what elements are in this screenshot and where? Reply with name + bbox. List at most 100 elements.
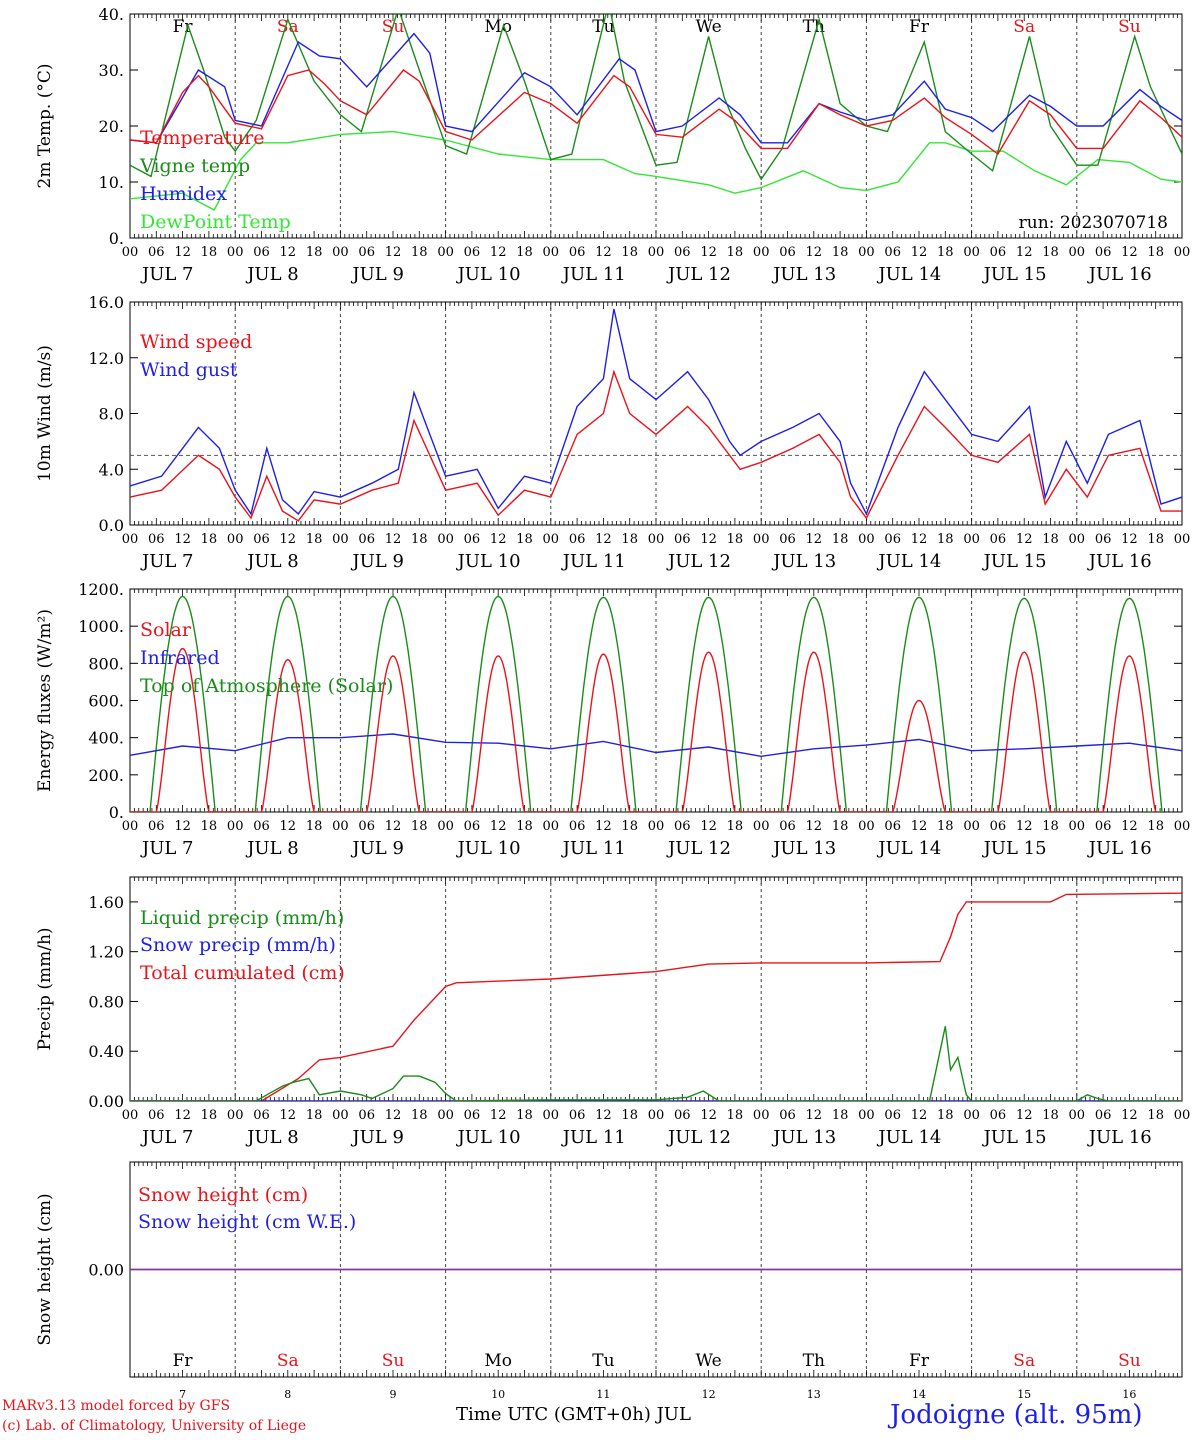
hour-label: 18 [937,819,954,834]
hour-label: 12 [700,245,717,260]
hour-label: 12 [385,819,402,834]
day-number-label: 13 [807,1388,821,1401]
day-of-week-label: We [696,17,722,37]
hour-label: 06 [779,1108,796,1123]
day-number-label: 7 [179,1388,186,1401]
day-of-week-label: Fr [909,1351,930,1371]
hour-label: 12 [1121,245,1138,260]
hour-label: 12 [490,245,507,260]
hour-label: 18 [621,819,638,834]
hour-label: 06 [464,1108,481,1123]
hour-label: 18 [201,1108,218,1123]
hour-label: 18 [411,245,428,260]
legend-label: Liquid precip (mm/h) [140,907,344,929]
hour-label: 06 [358,532,375,547]
hour-label: 18 [201,245,218,260]
y-tick-label: 1000. [78,617,124,636]
hour-label: 18 [1147,532,1164,547]
hour-label: 00 [648,532,665,547]
legend-label: Solar [140,619,192,641]
hour-label: 12 [280,819,297,834]
hour-label: 06 [779,245,796,260]
date-label: JUL 14 [876,551,941,572]
hour-label: 00 [437,819,454,834]
hour-label: 00 [1174,532,1191,547]
date-label: JUL 8 [245,264,299,285]
hour-label: 12 [1121,532,1138,547]
hour-label: 18 [832,1108,849,1123]
hour-label: 12 [806,532,823,547]
date-label: JUL 11 [561,838,626,859]
date-label: JUL 10 [456,551,521,572]
hour-ticks [129,589,1183,812]
series-total-cumulated-cm [130,892,1182,1101]
hour-label: 06 [464,245,481,260]
y-axis-title: Energy fluxes (W/m²) [35,609,55,792]
panel-1: 0. 10. 20. 30. 40. 2m Temp. (°C) 00 06 12 18 JUL 7… [35,5,1190,285]
hour-ticks [129,14,1183,238]
date-label: JUL 12 [666,551,731,572]
hour-label: 18 [306,819,323,834]
hour-label: 06 [253,245,270,260]
hour-label: 18 [937,1108,954,1123]
hour-label: 00 [543,532,560,547]
y-axis-title: 2m Temp. (°C) [35,63,55,188]
hour-label: 00 [1174,1108,1191,1123]
date-label: JUL 7 [140,838,194,859]
hour-label: 12 [806,245,823,260]
date-label: JUL 9 [350,1127,404,1148]
hour-label: 18 [201,532,218,547]
y-tick-label: 400. [88,729,124,748]
hour-label: 12 [385,1108,402,1123]
day-number-label: 8 [284,1388,291,1401]
hour-label: 12 [595,819,612,834]
hour-label: 18 [727,532,744,547]
hour-label: 12 [174,245,191,260]
day-of-week-label: We [696,1351,722,1371]
hour-label: 00 [543,819,560,834]
hour-label: 12 [700,819,717,834]
hour-label: 06 [674,245,691,260]
hour-label: 12 [1016,819,1033,834]
hour-label: 18 [727,819,744,834]
y-tick-label: 4.0 [99,460,124,479]
date-label: JUL 16 [1087,1127,1152,1148]
hour-label: 00 [858,532,875,547]
day-of-week-label: Fr [173,17,194,37]
hour-label: 06 [148,532,165,547]
hour-label: 12 [174,1108,191,1123]
hour-label: 06 [358,245,375,260]
day-number-label: 14 [912,1388,926,1401]
hour-label: 06 [358,1108,375,1123]
footer-model: MARv3.13 model forced by GFS [2,1398,231,1414]
hour-label: 00 [227,532,244,547]
date-label: JUL 8 [245,551,299,572]
hour-label: 06 [1095,245,1112,260]
hour-label: 00 [543,1108,560,1123]
day-of-week-label: Tu [592,1351,614,1371]
hour-label: 00 [753,1108,770,1123]
hour-label: 12 [490,1108,507,1123]
station-name: Jodoigne (alt. 95m) [890,1400,1143,1430]
date-label: JUL 13 [771,1127,836,1148]
date-label: JUL 14 [876,838,941,859]
legend-label: Wind gust [140,359,238,381]
hour-label: 18 [306,245,323,260]
hour-label: 12 [1016,245,1033,260]
legend-label: Infrared [140,647,220,669]
date-label: JUL 14 [876,1127,941,1148]
panel-4: 0.00 0.40 0.80 1.20 1.60 Precip (mm/h) 00 06 12 1… [35,876,1191,1148]
hour-label: 06 [569,532,586,547]
y-tick-label: 40. [99,5,124,24]
series-wind-gust [130,308,1182,516]
hour-label: 18 [621,245,638,260]
hour-label: 00 [227,1108,244,1123]
hour-label: 06 [1095,1108,1112,1123]
hour-label: 12 [174,819,191,834]
day-of-week-label: Mo [484,17,512,37]
hour-label: 06 [569,245,586,260]
hour-label: 00 [963,532,980,547]
date-label: JUL 12 [666,1127,731,1148]
date-label: JUL 12 [666,264,731,285]
